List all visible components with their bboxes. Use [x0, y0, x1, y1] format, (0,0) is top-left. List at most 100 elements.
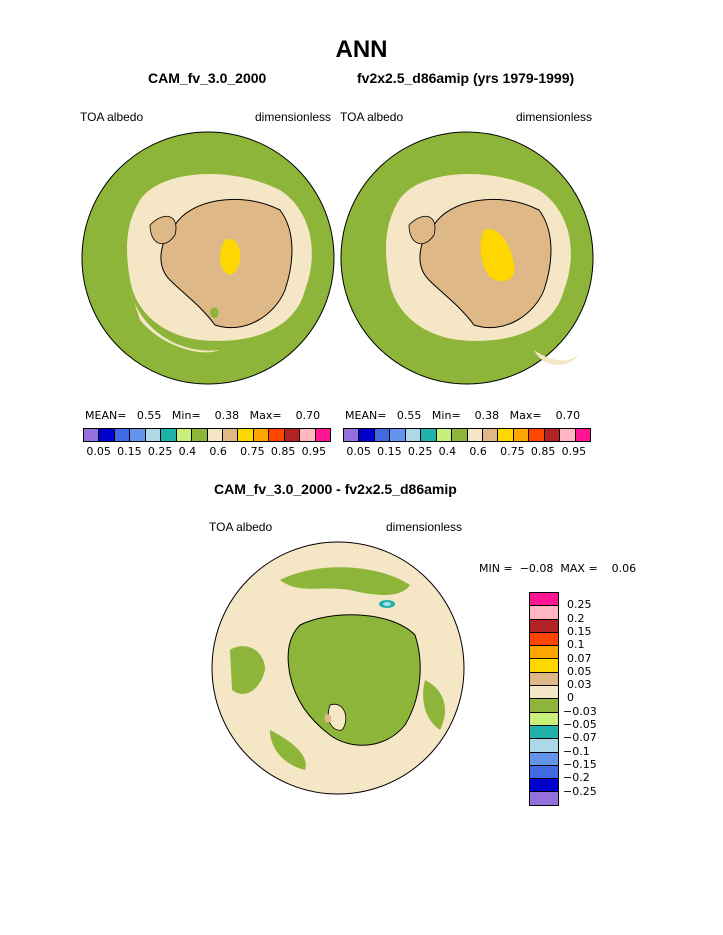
colorbar-swatch [530, 672, 558, 687]
colorbar-swatch [253, 429, 270, 441]
colorbar-tick-label: 0.6 [209, 445, 227, 458]
right-colorbar-ticks: 0.05 0.15 0.25 0.4 0.6 0.75 0.85 0.95 [343, 445, 589, 459]
diff-stats: MIN = −0.08 MAX = 0.06 [479, 562, 636, 575]
right-mean-value: 0.55 [396, 409, 422, 422]
diff-units-label: dimensionless [386, 520, 463, 534]
colorbar-swatch [176, 429, 193, 441]
colorbar-swatch [530, 686, 558, 700]
colorbar-tick-label: −0.15 [563, 757, 597, 771]
diff-panel-title: CAM_fv_3.0_2000 - fv2x2.5_d86amip [214, 481, 457, 497]
colorbar-tick-label: 0.4 [438, 445, 457, 458]
right-var-label: TOA albedo [340, 110, 404, 124]
colorbar-swatch [452, 429, 468, 441]
colorbar-swatch [114, 429, 131, 441]
colorbar-tick-label: 0.2 [567, 611, 585, 625]
left-units-label: dimensionless [255, 110, 332, 124]
colorbar-tick-label: 0.25 [407, 445, 433, 458]
colorbar-tick-label: −0.05 [563, 718, 597, 731]
colorbar-swatch [405, 429, 422, 441]
right-stats: MEAN= 0.55 Min= 0.38 Max= 0.70 [345, 409, 580, 422]
colorbar-swatch [575, 429, 590, 441]
colorbar-swatch [530, 752, 558, 766]
diff-var-label: TOA albedo [209, 520, 273, 534]
colorbar-swatch [374, 429, 391, 441]
colorbar-swatch [436, 429, 453, 441]
right-min-value: 0.38 [474, 409, 500, 422]
main-title: ANN [335, 36, 388, 63]
colorbar-tick-label: −0.03 [563, 704, 597, 718]
colorbar-tick-label: 0.6 [469, 445, 487, 458]
colorbar-tick-label: 0.15 [117, 445, 142, 458]
colorbar-tick-label: 0.95 [561, 445, 587, 458]
colorbar-swatch [530, 699, 558, 713]
colorbar-swatch [530, 606, 558, 620]
colorbar-swatch [530, 632, 558, 647]
colorbar-swatch [284, 429, 301, 441]
colorbar-tick-label: 0.85 [530, 445, 556, 458]
colorbar-swatch [359, 429, 375, 441]
colorbar-swatch [482, 429, 499, 441]
colorbar-swatch [513, 429, 530, 441]
diff-max-value: 0.06 [611, 562, 637, 575]
diff-min-value: −0.08 [519, 562, 554, 575]
diff-polar-map [211, 541, 465, 795]
colorbar-tick-label: −0.07 [563, 731, 597, 745]
colorbar-tick-label: 0.03 [567, 678, 592, 692]
colorbar-swatch [390, 429, 406, 441]
colorbar-tick-label: 0.05 [346, 445, 371, 458]
colorbar-swatch [300, 429, 316, 441]
colorbar-swatch [145, 429, 162, 441]
right-polar-map [340, 131, 594, 385]
colorbar-swatch [529, 429, 545, 441]
colorbar-swatch [161, 429, 177, 441]
colorbar-tick-label: 0.05 [567, 664, 592, 678]
colorbar-swatch [207, 429, 223, 441]
right-max-label: Max= [509, 409, 542, 422]
colorbar-swatch [530, 619, 558, 633]
colorbar-swatch [544, 429, 561, 441]
colorbar-tick-label: 0.05 [86, 445, 111, 458]
colorbar-tick-label: 0.15 [567, 624, 592, 638]
diff-colorbar-ticks: 0.25 0.2 0.15 0.1 0.07 0.05 0.03 0 −0.03 −0.05 −0.… [563, 592, 623, 802]
left-colorbar-ticks: 0.05 0.15 0.25 0.4 0.6 0.75 0.85 0.95 [83, 445, 329, 459]
colorbar-swatch [530, 659, 558, 673]
colorbar-swatch [269, 429, 285, 441]
colorbar-swatch [530, 779, 558, 793]
left-panel-title: CAM_fv_3.0_2000 [148, 70, 267, 86]
right-colorbar [343, 428, 591, 442]
colorbar-tick-label: 0.95 [301, 445, 327, 458]
colorbar-tick-label: 0.1 [567, 638, 585, 652]
colorbar-tick-label: 0.75 [500, 445, 525, 458]
colorbar-swatch [560, 429, 576, 441]
colorbar-swatch [222, 429, 239, 441]
colorbar-swatch [192, 429, 208, 441]
left-mean-value: 0.55 [136, 409, 162, 422]
colorbar-swatch [498, 429, 514, 441]
colorbar-tick-label: 0.85 [270, 445, 296, 458]
left-stats: MEAN= 0.55 Min= 0.38 Max= 0.70 [85, 409, 320, 422]
diff-min-label: MIN = [479, 562, 513, 575]
colorbar-swatch [530, 712, 558, 726]
colorbar-tick-label: 0.07 [567, 651, 592, 665]
colorbar-tick-label: 0.15 [377, 445, 402, 458]
colorbar-swatch [421, 429, 437, 441]
diff-colorbar [529, 592, 559, 806]
left-polar-map [81, 131, 335, 385]
colorbar-swatch [344, 429, 360, 441]
colorbar-tick-label: 0 [567, 691, 574, 705]
left-colorbar [83, 428, 331, 442]
colorbar-swatch [238, 429, 254, 441]
colorbar-swatch [530, 593, 558, 607]
colorbar-swatch [530, 765, 558, 780]
right-max-value: 0.70 [555, 409, 581, 422]
colorbar-swatch [467, 429, 483, 441]
left-min-label: Min= [171, 409, 201, 422]
left-var-label: TOA albedo [80, 110, 144, 124]
right-units-label: dimensionless [516, 110, 593, 124]
colorbar-swatch [530, 739, 558, 753]
left-min-value: 0.38 [214, 409, 240, 422]
colorbar-tick-label: −0.2 [563, 771, 590, 785]
colorbar-tick-label: 0.25 [567, 598, 592, 612]
diff-max-label: MAX = [560, 562, 598, 575]
colorbar-tick-label: 0.4 [178, 445, 197, 458]
